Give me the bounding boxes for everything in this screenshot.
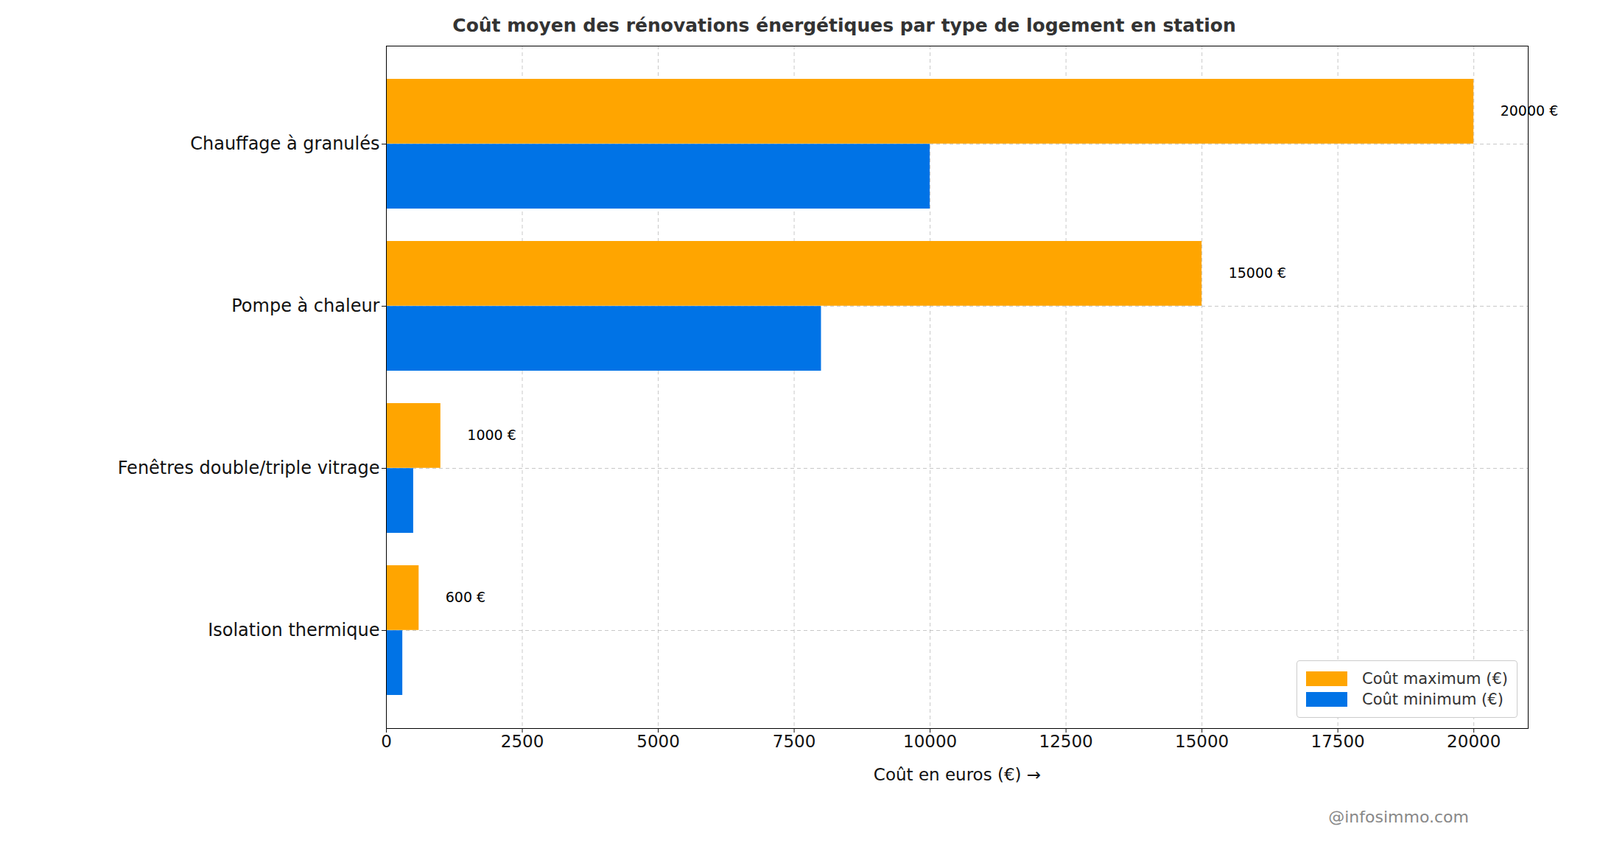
html-text:Coût minimum (€): Coût minimum (€) (1362, 690, 1504, 708)
svg-text:Isolation thermique: Isolation thermique (207, 619, 380, 641)
svg-text:Fenêtres double/triple vitrage: Fenêtres double/triple vitrage (117, 457, 381, 479)
svg-text:Chauffage à granulés: Chauffage à granulés (190, 133, 380, 154)
svg-text:20000: 20000 (1446, 731, 1501, 751)
svg-text:Coût en euros (€) →: Coût en euros (€) → (873, 764, 1041, 784)
svg-text:2500: 2500 (500, 731, 545, 751)
svg-text:5000: 5000 (636, 731, 680, 751)
svg-text:17500: 17500 (1311, 731, 1366, 751)
html-text:@infosimmo.com: @infosimmo.com (1328, 807, 1469, 826)
svg-text:600 €: 600 € (445, 588, 486, 605)
svg-text:0: 0 (380, 731, 392, 751)
svg-text:10000: 10000 (903, 731, 957, 751)
svg-text:1000 €: 1000 € (467, 426, 516, 443)
svg-text:15000: 15000 (1174, 731, 1229, 751)
svg-text:7500: 7500 (772, 731, 817, 751)
html-text:Coût maximum (€): Coût maximum (€) (1362, 669, 1508, 688)
svg-text:15000 €: 15000 € (1228, 264, 1287, 281)
svg-text:Pompe à chaleur: Pompe à chaleur (231, 295, 380, 317)
svg-text:20000 €: 20000 € (1500, 102, 1559, 119)
html-text:Coût moyen des rénovations éne: Coût moyen des rénovations énergétiques … (452, 14, 1236, 37)
svg-text:12500: 12500 (1039, 731, 1094, 751)
